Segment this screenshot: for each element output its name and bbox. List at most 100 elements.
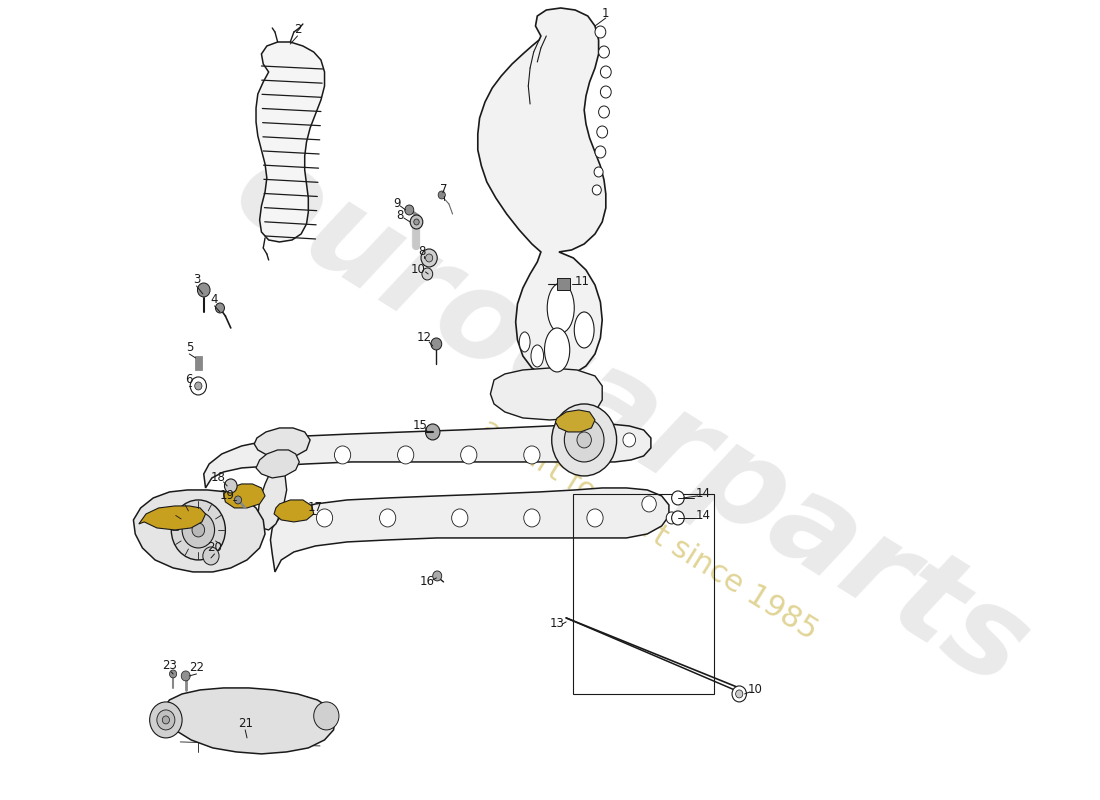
Polygon shape	[491, 368, 602, 420]
Circle shape	[195, 382, 202, 390]
Circle shape	[202, 547, 219, 565]
Polygon shape	[163, 688, 336, 754]
Circle shape	[524, 446, 540, 464]
Circle shape	[172, 500, 225, 560]
Circle shape	[595, 146, 606, 158]
Text: 22: 22	[189, 662, 204, 674]
Circle shape	[592, 185, 602, 195]
Circle shape	[234, 496, 242, 504]
Circle shape	[672, 491, 684, 505]
Text: 2: 2	[294, 23, 301, 37]
Ellipse shape	[531, 345, 543, 367]
Circle shape	[461, 446, 477, 464]
Text: 4: 4	[211, 294, 218, 306]
Circle shape	[524, 509, 540, 527]
Ellipse shape	[519, 332, 530, 352]
Text: 14: 14	[695, 487, 711, 501]
Circle shape	[623, 433, 636, 447]
Polygon shape	[204, 424, 651, 488]
Circle shape	[163, 716, 169, 724]
Polygon shape	[271, 488, 669, 572]
Text: eurocarparts: eurocarparts	[212, 127, 1049, 713]
Text: 3: 3	[192, 274, 200, 286]
Circle shape	[192, 523, 205, 537]
Circle shape	[410, 215, 422, 229]
Text: 16: 16	[420, 575, 434, 589]
Circle shape	[598, 106, 609, 118]
Circle shape	[397, 446, 414, 464]
Text: 19: 19	[220, 490, 234, 502]
Text: 10: 10	[411, 263, 426, 277]
Text: 18: 18	[211, 471, 226, 485]
Circle shape	[598, 46, 609, 58]
Circle shape	[736, 690, 743, 698]
Polygon shape	[195, 356, 202, 370]
Text: 9: 9	[393, 198, 400, 210]
Polygon shape	[477, 8, 606, 378]
Circle shape	[552, 404, 617, 476]
Polygon shape	[557, 278, 570, 290]
Ellipse shape	[544, 328, 570, 372]
Circle shape	[216, 303, 224, 313]
Circle shape	[317, 509, 332, 527]
Text: 20: 20	[207, 542, 222, 554]
Text: 11: 11	[575, 275, 590, 289]
Circle shape	[190, 377, 207, 395]
Circle shape	[426, 254, 432, 262]
Text: 15: 15	[412, 419, 428, 433]
Bar	[573, 494, 714, 694]
Circle shape	[182, 671, 190, 681]
Circle shape	[732, 686, 747, 702]
Circle shape	[224, 479, 238, 493]
Text: 21: 21	[238, 718, 253, 730]
Circle shape	[426, 424, 440, 440]
Polygon shape	[139, 506, 206, 530]
Text: 13: 13	[550, 618, 564, 630]
Text: 8: 8	[397, 210, 404, 222]
Text: a part for part since 1985: a part for part since 1985	[475, 414, 823, 646]
Text: 14: 14	[695, 510, 711, 522]
Ellipse shape	[574, 312, 594, 348]
Circle shape	[197, 283, 210, 297]
Circle shape	[597, 126, 607, 138]
Polygon shape	[254, 428, 310, 458]
Circle shape	[578, 432, 592, 448]
Circle shape	[157, 710, 175, 730]
Text: 8: 8	[418, 246, 426, 258]
Circle shape	[422, 268, 432, 280]
Circle shape	[272, 446, 287, 464]
Polygon shape	[223, 484, 265, 508]
Circle shape	[438, 191, 446, 199]
Circle shape	[379, 509, 396, 527]
Circle shape	[169, 670, 177, 678]
Polygon shape	[257, 466, 287, 530]
Polygon shape	[133, 490, 265, 572]
Circle shape	[334, 446, 351, 464]
Polygon shape	[256, 42, 324, 242]
Circle shape	[595, 26, 606, 38]
Circle shape	[587, 509, 603, 527]
Text: 10: 10	[748, 683, 763, 697]
Text: 23: 23	[162, 659, 177, 673]
Text: 7: 7	[440, 183, 448, 197]
Polygon shape	[556, 410, 595, 432]
Ellipse shape	[547, 283, 574, 333]
Text: 17: 17	[308, 502, 323, 514]
Circle shape	[452, 509, 468, 527]
Circle shape	[405, 205, 414, 215]
Text: 6: 6	[186, 374, 194, 386]
Circle shape	[601, 66, 612, 78]
Circle shape	[421, 249, 437, 267]
Polygon shape	[274, 500, 313, 522]
Circle shape	[183, 512, 215, 548]
Circle shape	[314, 702, 339, 730]
Text: 12: 12	[416, 331, 431, 345]
Circle shape	[432, 571, 442, 581]
Circle shape	[564, 418, 604, 462]
Circle shape	[594, 167, 603, 177]
Circle shape	[414, 219, 419, 225]
Circle shape	[431, 338, 442, 350]
Polygon shape	[256, 450, 299, 478]
Circle shape	[642, 496, 657, 512]
Circle shape	[150, 702, 183, 738]
